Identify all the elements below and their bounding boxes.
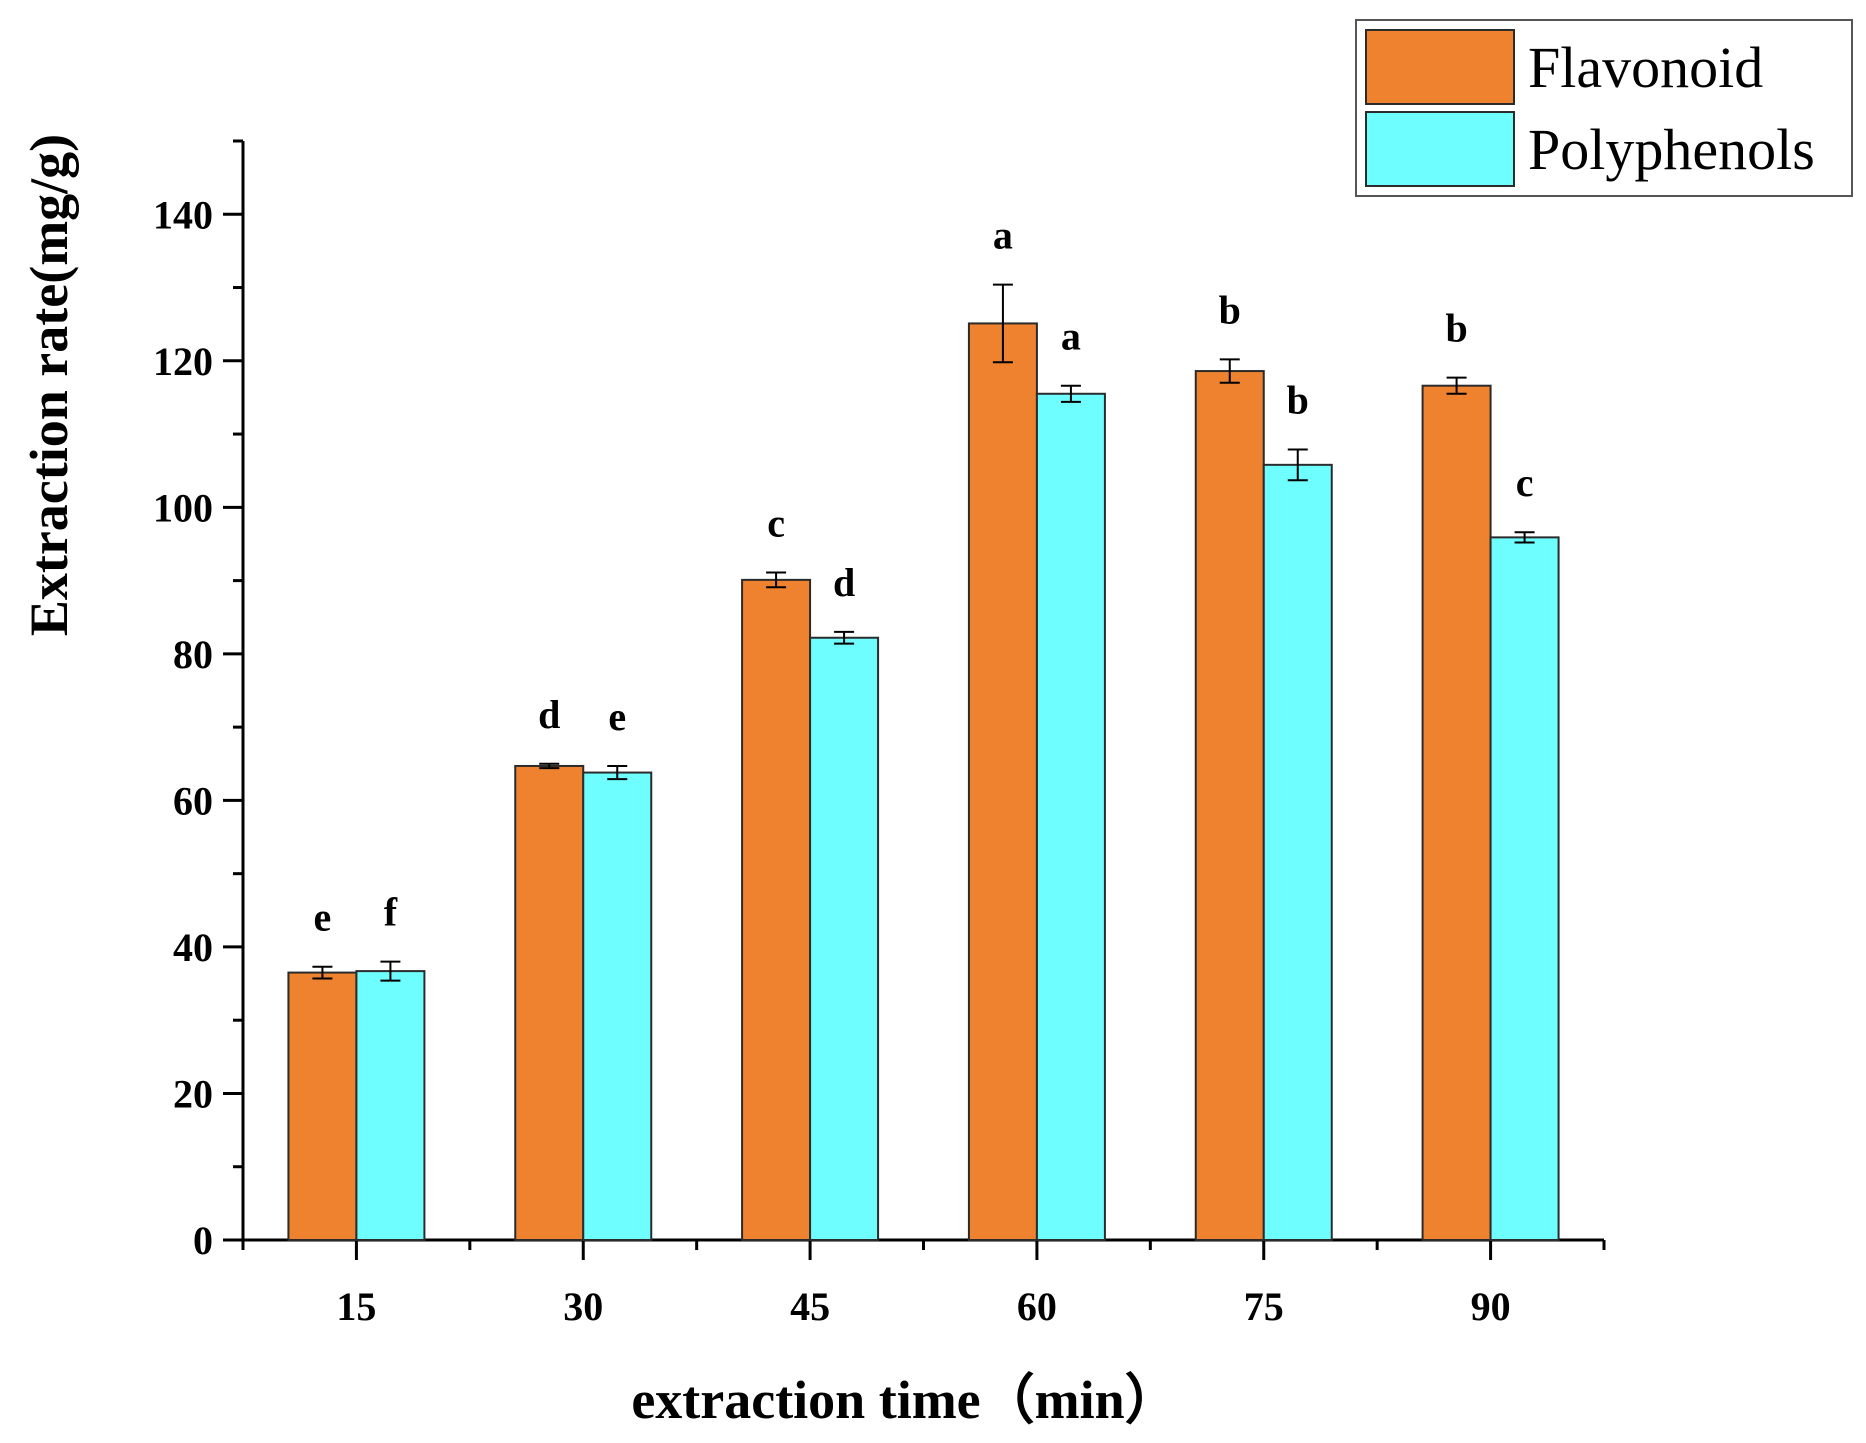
y-tick-label: 0	[193, 1218, 213, 1263]
legend-label-polyphenols: Polyphenols	[1528, 117, 1815, 182]
x-tick-label: 90	[1471, 1284, 1511, 1329]
bar-polyphenols-45	[809, 636, 880, 1241]
bar-flavonoid-75	[1194, 370, 1265, 1242]
significance-label: b	[1219, 287, 1241, 332]
error-bar-flavonoid-30	[539, 762, 560, 770]
significance-label: d	[538, 692, 560, 737]
x-tick-label: 75	[1244, 1284, 1284, 1329]
x-axis: 15 30 45 60 75 90	[241, 1238, 1606, 1329]
y-tick-label: 140	[153, 192, 213, 237]
significance-label: a	[993, 213, 1013, 258]
bars	[287, 283, 1560, 1242]
bar-flavonoid-45	[741, 578, 812, 1241]
legend: Flavonoid Polyphenols	[1355, 19, 1853, 197]
legend-swatch-flavonoid	[1365, 29, 1515, 105]
y-tick-label: 100	[153, 485, 213, 530]
error-bar-polyphenols-15	[380, 960, 401, 982]
bar-flavonoid-15	[287, 971, 358, 1241]
bar-polyphenols-15	[355, 970, 426, 1241]
significance-labels: e d c a b b f e d a b c	[314, 213, 1534, 940]
y-axis-title: Extraction rate(mg/g)	[19, 134, 79, 636]
bar-polyphenols-60	[1035, 392, 1106, 1241]
bar-flavonoid-30	[514, 764, 585, 1241]
significance-label: b	[1287, 377, 1309, 422]
legend-swatch-polyphenols	[1365, 111, 1515, 187]
x-axis-title: extraction time（min）	[631, 1370, 1178, 1430]
error-bar-flavonoid-60	[992, 283, 1013, 364]
y-tick-label: 20	[173, 1071, 213, 1116]
significance-label: c	[767, 501, 785, 546]
error-bar-polyphenols-30	[607, 764, 628, 781]
error-bar-polyphenols-45	[834, 630, 855, 645]
y-tick-label: 120	[153, 339, 213, 384]
x-tick-label: 60	[1017, 1284, 1057, 1329]
bar-flavonoid-90	[1421, 384, 1492, 1241]
y-tick-label: 60	[173, 778, 213, 823]
significance-label: c	[1516, 460, 1534, 505]
error-bar-flavonoid-90	[1446, 376, 1467, 395]
x-tick-label: 30	[563, 1284, 603, 1329]
error-bar-polyphenols-75	[1287, 448, 1308, 482]
y-tick-label: 80	[173, 632, 213, 677]
significance-label: e	[608, 694, 626, 739]
y-tick-label: 40	[173, 925, 213, 970]
significance-label: a	[1061, 314, 1081, 359]
bar-flavonoid-60	[967, 322, 1038, 1241]
x-tick-label: 45	[790, 1284, 830, 1329]
significance-label: b	[1445, 306, 1467, 351]
significance-label: f	[384, 890, 398, 935]
error-bar-flavonoid-15	[312, 965, 333, 980]
y-axis: 0 20 40 60 80 100 120 140	[153, 139, 245, 1263]
significance-label: d	[833, 560, 855, 605]
bar-polyphenols-30	[582, 771, 653, 1241]
error-bar-flavonoid-45	[766, 571, 787, 589]
bar-polyphenols-90	[1489, 536, 1560, 1241]
error-bar-polyphenols-90	[1514, 531, 1535, 544]
bar-polyphenols-75	[1262, 463, 1333, 1241]
legend-label-flavonoid: Flavonoid	[1528, 35, 1763, 100]
x-tick-label: 15	[336, 1284, 376, 1329]
error-bar-polyphenols-60	[1060, 384, 1081, 403]
error-bar-flavonoid-75	[1219, 358, 1240, 384]
significance-label: e	[314, 895, 332, 940]
